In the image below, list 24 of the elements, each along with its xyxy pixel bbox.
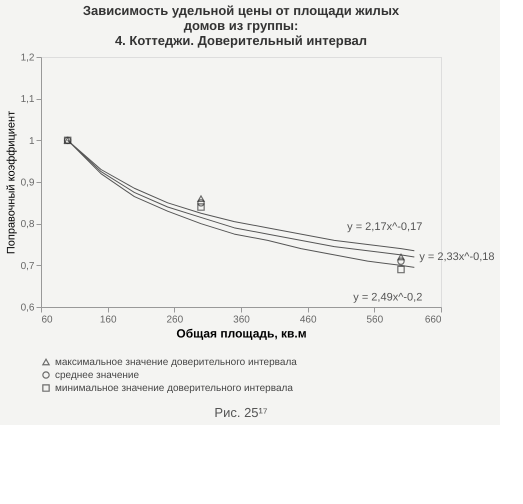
x-tick-label: 460 xyxy=(300,314,317,326)
y-tick-label: 0,7 xyxy=(20,260,35,272)
y-tick-label: 0,6 xyxy=(20,302,35,314)
x-tick-label: 660 xyxy=(424,314,442,326)
y-tick-label: 0,9 xyxy=(20,178,35,188)
series-label: y = 2,17x^-0,17 xyxy=(347,220,422,233)
x-tick-label: 160 xyxy=(100,314,117,326)
chart-title: Зависимость удельной цены от площади жилых домов из группы: 4. Коттеджи. Доверительный интервал xyxy=(82,3,400,48)
x-tick-label: 360 xyxy=(233,314,250,326)
y-axis-title: Поправочный коэффициент xyxy=(6,110,18,254)
x-tick-label: 560 xyxy=(366,314,384,326)
y-tick-label: 0,8 xyxy=(20,219,35,230)
y-tick-label: 1,1 xyxy=(20,94,35,106)
series-label: y = 2,33x^-0,18 xyxy=(419,251,495,263)
y-tick-label: 1 xyxy=(28,136,35,147)
x-tick-label: 260 xyxy=(166,314,184,326)
legend-label: среднее значение xyxy=(55,370,140,381)
text: Рис. 25¹⁷ xyxy=(214,405,268,420)
legend-label: минимальное значение доверительного интервала xyxy=(55,383,294,394)
x-tick-label: 60 xyxy=(42,314,54,326)
text: y = 2,49x^-0,2 xyxy=(353,291,422,304)
x-axis-title: Общая площадь, кв.м xyxy=(176,326,307,340)
legend-label: максимальное значение доверительного интервала xyxy=(55,357,298,368)
y-tick-label: 1,2 xyxy=(20,52,35,64)
